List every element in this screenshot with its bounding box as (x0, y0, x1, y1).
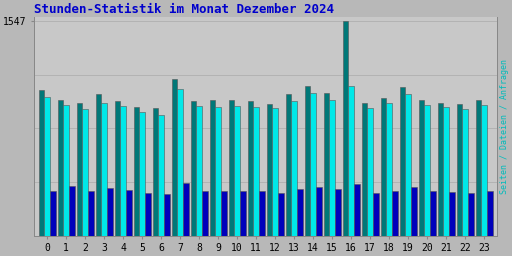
Bar (221, 191, 227, 236)
Bar (120, 106, 126, 236)
Bar (343, 21, 348, 236)
Bar (229, 101, 234, 236)
Bar (462, 109, 468, 236)
Bar (443, 107, 449, 236)
Bar (438, 103, 443, 236)
Bar (58, 100, 63, 236)
Bar (158, 115, 164, 236)
Bar (190, 101, 196, 236)
Bar (291, 101, 297, 236)
Bar (39, 90, 45, 236)
Bar (202, 191, 208, 236)
Bar (45, 97, 50, 236)
Bar (96, 94, 101, 236)
Bar (139, 112, 145, 236)
Bar (430, 190, 436, 236)
Bar (406, 94, 411, 236)
Bar (373, 193, 379, 236)
Bar (457, 104, 462, 236)
Bar (88, 191, 94, 236)
Bar (272, 108, 278, 236)
Bar (424, 105, 430, 236)
Bar (253, 107, 259, 236)
Bar (286, 94, 291, 236)
Bar (361, 103, 367, 236)
Bar (354, 184, 360, 236)
Text: Stunden-Statistik im Monat Dezember 2024: Stunden-Statistik im Monat Dezember 2024 (34, 3, 334, 16)
Bar (248, 101, 253, 236)
Bar (380, 98, 387, 236)
Bar (69, 186, 75, 236)
Bar (234, 106, 240, 236)
Bar (145, 193, 151, 236)
Bar (82, 110, 88, 236)
Bar (153, 108, 158, 236)
Bar (367, 108, 373, 236)
Bar (267, 104, 272, 236)
Bar (487, 191, 493, 236)
Bar (115, 101, 120, 236)
Bar (335, 189, 340, 236)
Y-axis label: Seiten / Dateien / Anfragen: Seiten / Dateien / Anfragen (500, 59, 509, 194)
Bar (419, 100, 424, 236)
Bar (449, 192, 455, 236)
Bar (172, 79, 177, 236)
Bar (399, 87, 406, 236)
Bar (329, 100, 335, 236)
Bar (278, 193, 284, 236)
Bar (183, 183, 189, 236)
Bar (177, 89, 183, 236)
Bar (107, 188, 113, 236)
Bar (77, 103, 82, 236)
Bar (63, 105, 69, 236)
Bar (324, 93, 329, 236)
Bar (411, 187, 417, 236)
Bar (468, 193, 474, 236)
Bar (50, 191, 56, 236)
Bar (348, 86, 354, 236)
Bar (209, 101, 216, 236)
Bar (305, 86, 310, 236)
Bar (297, 189, 303, 236)
Bar (196, 106, 202, 236)
Bar (240, 190, 246, 236)
Bar (126, 190, 132, 236)
Bar (216, 107, 221, 236)
Bar (392, 190, 398, 236)
Bar (164, 194, 170, 236)
Bar (259, 190, 265, 236)
Bar (134, 107, 139, 236)
Bar (316, 187, 322, 236)
Bar (481, 105, 487, 236)
Bar (310, 93, 316, 236)
Bar (101, 103, 107, 236)
Bar (387, 103, 392, 236)
Bar (476, 100, 481, 236)
